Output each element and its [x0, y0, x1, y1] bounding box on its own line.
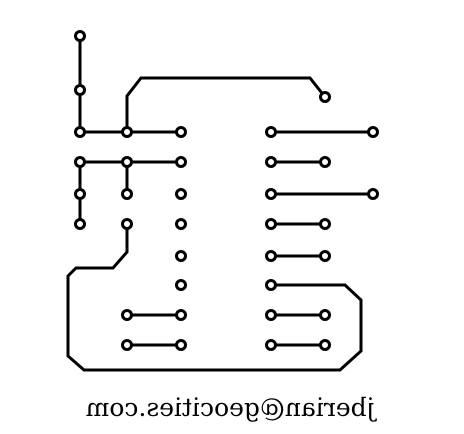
pad	[175, 188, 187, 200]
pad	[175, 279, 187, 291]
pad	[319, 156, 331, 168]
pad	[121, 188, 133, 200]
pad	[319, 218, 331, 230]
pad	[319, 91, 331, 103]
pad	[319, 309, 331, 321]
pad	[265, 309, 277, 321]
pad	[265, 188, 277, 200]
pad	[367, 188, 379, 200]
trace-upper-bridge	[125, 76, 328, 134]
pad	[265, 250, 277, 262]
pad	[121, 126, 133, 138]
pad	[265, 126, 277, 138]
pad	[265, 218, 277, 230]
pad	[175, 156, 187, 168]
pad	[74, 218, 86, 230]
pad	[175, 339, 187, 351]
pad	[74, 156, 86, 168]
pad	[265, 156, 277, 168]
pad	[265, 279, 277, 291]
pad	[175, 126, 187, 138]
pad	[367, 126, 379, 138]
pad	[121, 309, 133, 321]
signature-area: jberian@geocities.com	[70, 388, 390, 428]
pad	[319, 250, 331, 262]
pad	[319, 339, 331, 351]
pad	[74, 188, 86, 200]
pad	[74, 84, 86, 96]
pad	[175, 309, 187, 321]
pad	[175, 250, 187, 262]
pad	[121, 218, 133, 230]
pad	[74, 126, 86, 138]
mirrored-email-text: jberian@geocities.com	[85, 393, 375, 422]
pad	[265, 339, 277, 351]
pad	[121, 156, 133, 168]
pad-group	[74, 30, 379, 351]
pad	[74, 30, 86, 42]
pad	[121, 339, 133, 351]
pad	[175, 218, 187, 230]
trace-outer-loop	[66, 222, 363, 372]
